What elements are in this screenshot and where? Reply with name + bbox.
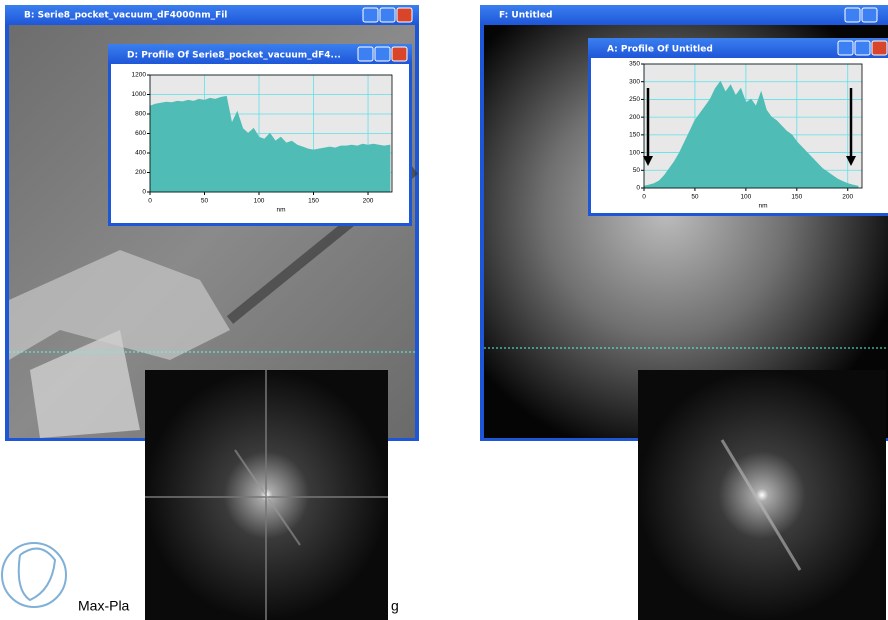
- y-tick-label: 150: [629, 132, 640, 139]
- maximize-button[interactable]: [855, 41, 870, 55]
- maximize-button[interactable]: [375, 47, 390, 61]
- x-tick-label: 100: [254, 198, 265, 205]
- y-tick-label: 250: [629, 96, 640, 103]
- minimize-button[interactable]: [363, 8, 378, 22]
- y-tick-label: 1200: [132, 72, 147, 79]
- x-tick-label: 100: [740, 194, 751, 201]
- y-tick-label: 0: [636, 185, 640, 192]
- minimize-button[interactable]: [358, 47, 373, 61]
- y-tick-label: 50: [633, 167, 641, 174]
- close-button[interactable]: [397, 8, 412, 22]
- y-tick-label: 600: [135, 130, 146, 137]
- close-button[interactable]: [392, 47, 407, 61]
- fft-left: [145, 370, 388, 620]
- footer-text: g: [391, 598, 399, 614]
- x-tick-label: 50: [691, 194, 699, 201]
- window-title: F: Untitled: [499, 11, 552, 21]
- minimize-button[interactable]: [838, 41, 853, 55]
- maximize-button[interactable]: [380, 8, 395, 22]
- window-title: A: Profile Of Untitled: [607, 45, 713, 55]
- x-tick-label: 0: [148, 198, 152, 205]
- y-tick-label: 800: [135, 111, 146, 118]
- minimize-button[interactable]: [845, 8, 860, 22]
- x-tick-label: 200: [363, 198, 374, 205]
- y-tick-label: 400: [135, 150, 146, 157]
- y-tick-label: 0: [142, 189, 146, 196]
- maximize-button[interactable]: [862, 8, 877, 22]
- y-tick-label: 200: [629, 114, 640, 121]
- x-tick-label: 200: [842, 194, 853, 201]
- y-tick-label: 350: [629, 61, 640, 68]
- y-tick-label: 200: [135, 169, 146, 176]
- x-tick-label: 150: [791, 194, 802, 201]
- screenshot: B: Serie8_pocket_vacuum_dF4000nm_Fil F: …: [0, 0, 888, 620]
- window-title: D: Profile Of Serie8_pocket_vacuum_dF4..…: [127, 51, 341, 61]
- window-title: B: Serie8_pocket_vacuum_dF4000nm_Fil: [24, 11, 227, 21]
- logo: [2, 543, 66, 607]
- x-tick-label: 0: [642, 194, 646, 201]
- fft-right: [638, 370, 886, 620]
- footer-text: Max-Pla: [78, 598, 130, 614]
- y-tick-label: 100: [629, 149, 640, 156]
- x-axis-label: nm: [276, 207, 285, 214]
- x-axis-label: nm: [758, 203, 767, 210]
- x-tick-label: 50: [201, 198, 209, 205]
- y-tick-label: 300: [629, 78, 640, 85]
- y-tick-label: 1000: [132, 91, 147, 98]
- x-tick-label: 150: [308, 198, 319, 205]
- close-button[interactable]: [872, 41, 887, 55]
